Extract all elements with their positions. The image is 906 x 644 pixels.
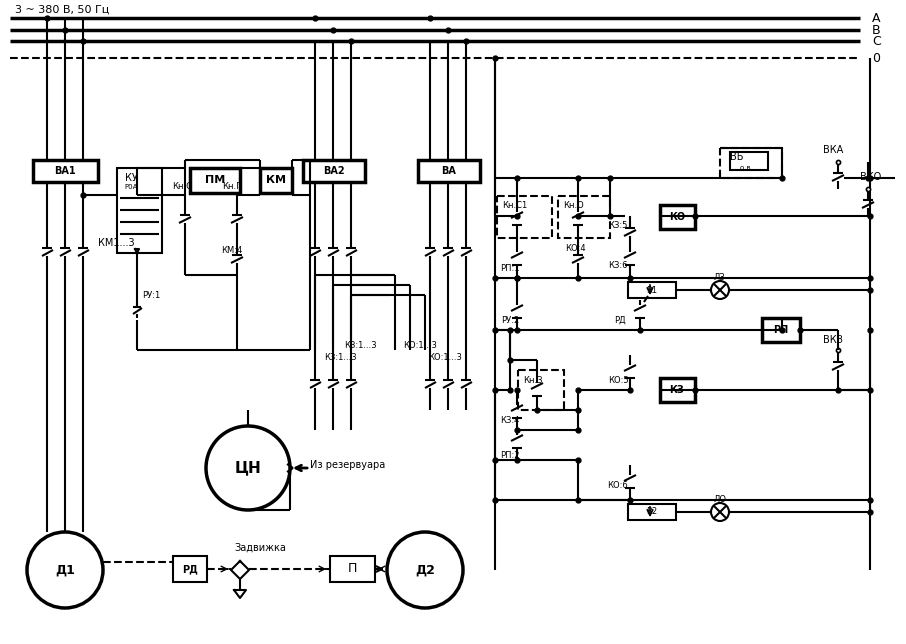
Text: ВКО: ВКО xyxy=(860,172,882,182)
Text: Кн.С: Кн.С xyxy=(172,182,192,191)
Bar xyxy=(497,196,552,238)
Text: С: С xyxy=(872,35,881,48)
Text: А: А xyxy=(872,12,881,24)
Text: Д2: Д2 xyxy=(415,564,435,576)
Bar xyxy=(330,556,375,582)
Text: КЗ: КЗ xyxy=(670,385,684,395)
Text: КО:5: КО:5 xyxy=(608,375,629,384)
Text: КЗ:6: КЗ:6 xyxy=(608,261,628,269)
Text: ВКА: ВКА xyxy=(823,145,843,155)
Text: КО:1...3: КО:1...3 xyxy=(403,341,437,350)
Text: КУ: КУ xyxy=(124,173,138,183)
Text: ВА: ВА xyxy=(441,166,457,176)
Text: КМ1...3: КМ1...3 xyxy=(98,238,135,248)
Text: РУ:1: РУ:1 xyxy=(142,290,160,299)
Bar xyxy=(303,160,365,182)
Text: Кн.О: Кн.О xyxy=(563,200,583,209)
Bar xyxy=(117,168,162,253)
Bar xyxy=(628,282,676,298)
Text: РД: РД xyxy=(614,316,626,325)
Text: КЗ:5: КЗ:5 xyxy=(608,220,628,229)
Text: R1: R1 xyxy=(647,285,658,294)
Text: КО:1...3: КО:1...3 xyxy=(428,352,462,361)
Text: КО: КО xyxy=(669,212,685,222)
Text: ВА2: ВА2 xyxy=(323,166,345,176)
Text: РП:2: РП:2 xyxy=(500,451,520,460)
Text: КЗ:4: КЗ:4 xyxy=(500,415,520,424)
Bar xyxy=(173,556,207,582)
Text: РД: РД xyxy=(182,564,198,574)
Bar xyxy=(260,168,292,193)
Text: ЦН: ЦН xyxy=(235,460,261,475)
Text: КМ: КМ xyxy=(266,175,286,185)
Text: R2: R2 xyxy=(647,507,658,516)
Text: Кн.С1: Кн.С1 xyxy=(502,200,527,209)
Text: П: П xyxy=(347,562,357,576)
Text: В: В xyxy=(872,23,881,37)
Text: Кн.П: Кн.П xyxy=(222,182,242,191)
Text: Из резервуара: Из резервуара xyxy=(310,460,385,470)
Text: КМ:4: КМ:4 xyxy=(221,245,243,254)
Text: Д1: Д1 xyxy=(55,564,75,576)
Bar xyxy=(33,160,98,182)
Text: 0: 0 xyxy=(872,52,880,64)
Text: РУ:2: РУ:2 xyxy=(501,316,519,325)
Text: КО:4: КО:4 xyxy=(565,243,585,252)
Text: Задвижка: Задвижка xyxy=(234,543,286,553)
Text: 3 ~ 380 В, 50 Гц: 3 ~ 380 В, 50 Гц xyxy=(15,5,110,15)
Bar xyxy=(518,370,564,410)
Bar xyxy=(762,318,800,342)
Bar xyxy=(660,205,695,229)
Bar xyxy=(730,152,768,170)
Text: РП:1: РП:1 xyxy=(500,263,520,272)
Bar xyxy=(418,160,480,182)
Bar xyxy=(558,196,610,238)
Text: КЗ:1...3: КЗ:1...3 xyxy=(343,341,376,350)
Text: КО:6: КО:6 xyxy=(608,480,629,489)
Text: ПМ: ПМ xyxy=(205,175,225,185)
Text: ВА1: ВА1 xyxy=(54,166,76,176)
Bar xyxy=(190,168,240,193)
Text: КЗ:1...3: КЗ:1...3 xyxy=(323,352,356,361)
Text: Р0А: Р0А xyxy=(124,184,138,190)
Text: ЛО: ЛО xyxy=(714,495,727,504)
Text: РП: РП xyxy=(774,325,788,335)
Bar xyxy=(628,504,676,520)
Text: ВКЗ: ВКЗ xyxy=(823,335,843,345)
Bar xyxy=(720,148,782,178)
Text: ЛЗ: ЛЗ xyxy=(714,272,726,281)
Text: о в: о в xyxy=(739,165,750,171)
Text: ВБ: ВБ xyxy=(730,152,744,162)
Bar xyxy=(660,378,695,402)
Text: Кн.З: Кн.З xyxy=(523,375,543,384)
